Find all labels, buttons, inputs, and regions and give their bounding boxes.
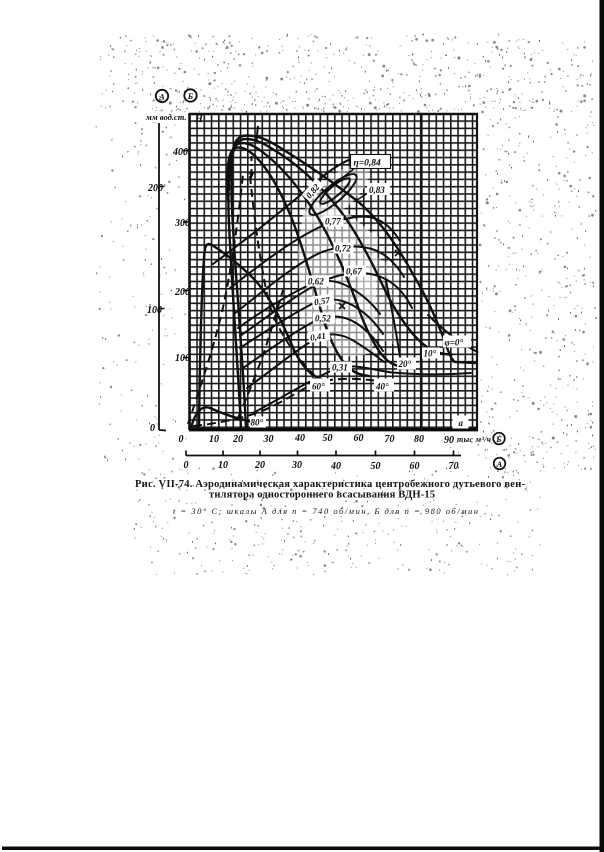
svg-text:0: 0 bbox=[184, 460, 189, 471]
svg-text:40: 40 bbox=[330, 461, 341, 472]
svg-text:0,31: 0,31 bbox=[332, 363, 348, 373]
svg-text:0,83: 0,83 bbox=[369, 185, 385, 195]
svg-text:80: 80 bbox=[414, 434, 424, 445]
svg-text:400: 400 bbox=[172, 147, 188, 158]
svg-text:50: 50 bbox=[323, 433, 333, 444]
svg-text:200: 200 bbox=[174, 287, 190, 298]
svg-text:А: А bbox=[158, 92, 165, 102]
svg-text:0,77: 0,77 bbox=[325, 217, 341, 227]
svg-text:60: 60 bbox=[410, 461, 420, 472]
svg-text:φ=0°: φ=0° bbox=[445, 338, 464, 348]
svg-text:40°: 40° bbox=[375, 382, 389, 392]
svg-text:60: 60 bbox=[354, 433, 364, 444]
svg-text:А: А bbox=[496, 459, 503, 469]
svg-text:50: 50 bbox=[371, 461, 381, 472]
svg-text:0,41: 0,41 bbox=[309, 331, 326, 343]
svg-text:0: 0 bbox=[179, 434, 184, 445]
svg-text:20: 20 bbox=[232, 434, 243, 445]
svg-text:20°: 20° bbox=[398, 359, 412, 369]
svg-text:0: 0 bbox=[150, 423, 155, 434]
svg-text:30: 30 bbox=[263, 434, 274, 445]
svg-text:60°: 60° bbox=[312, 382, 325, 392]
svg-text:Б: Б bbox=[187, 91, 194, 101]
svg-text:20: 20 bbox=[254, 460, 265, 471]
svg-text:10: 10 bbox=[218, 460, 228, 471]
svg-text:а: а bbox=[459, 418, 464, 428]
svg-text:0,62: 0,62 bbox=[308, 277, 324, 287]
svg-text:30: 30 bbox=[291, 460, 302, 471]
svg-text:80°: 80° bbox=[251, 418, 264, 428]
svg-text:200: 200 bbox=[147, 183, 163, 194]
svg-text:90: 90 bbox=[444, 435, 454, 446]
svg-text:Н: Н bbox=[194, 114, 204, 125]
svg-text:40: 40 bbox=[294, 433, 305, 444]
svg-text:Рис. VII-74. Аэродинамическая: Рис. VII-74. Аэродинамическая характерис… bbox=[135, 479, 526, 490]
svg-text:100: 100 bbox=[147, 305, 162, 316]
svg-text:η=0,84: η=0,84 bbox=[354, 159, 382, 169]
svg-text:t = 30° С; шкалы А для n = 740: t = 30° С; шкалы А для n = 740 об/мин, Б… bbox=[173, 506, 478, 516]
svg-text:0,67: 0,67 bbox=[346, 267, 362, 277]
svg-text:0,57: 0,57 bbox=[314, 295, 331, 307]
svg-text:0,52: 0,52 bbox=[315, 314, 331, 324]
svg-text:10: 10 bbox=[209, 434, 219, 445]
svg-text:10°: 10° bbox=[424, 349, 437, 359]
svg-text:мм вод.ст.: мм вод.ст. bbox=[145, 112, 187, 122]
svg-text:100: 100 bbox=[175, 353, 190, 364]
svg-text:0,72: 0,72 bbox=[335, 244, 351, 254]
svg-text:70: 70 bbox=[449, 461, 459, 472]
svg-text:Б: Б bbox=[495, 434, 502, 444]
svg-text:300: 300 bbox=[174, 218, 190, 229]
svg-text:тыс м³/ч: тыс м³/ч bbox=[457, 435, 491, 444]
svg-text:70: 70 bbox=[385, 434, 395, 445]
svg-text:тилятора одностороннего всасыв: тилятора одностороннего всасывания ВДН-1… bbox=[209, 490, 435, 501]
